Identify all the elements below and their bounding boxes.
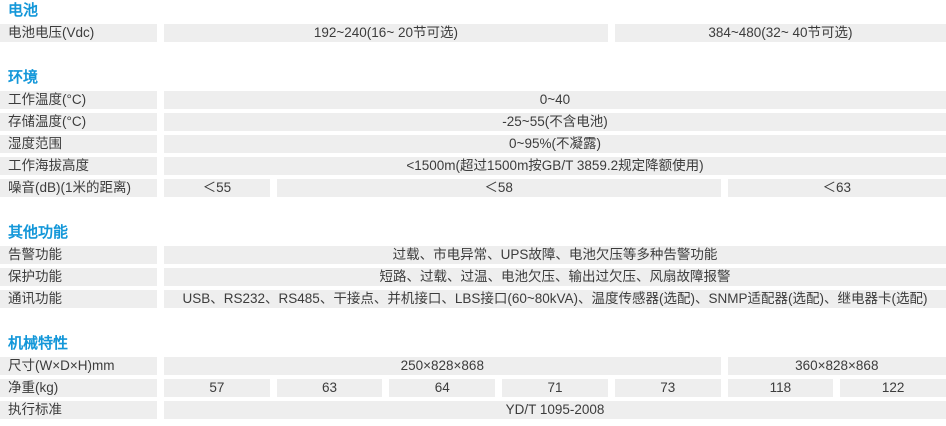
spec-value-cell: 0~40 — [164, 91, 946, 109]
spec-value-cell: 71 — [502, 379, 608, 397]
spec-value-cell: 384~480(32~ 40节可选) — [614, 24, 946, 42]
spec-value-cell: ＜63 — [727, 179, 946, 197]
spec-table: 电池电压(Vdc) 192~240(16~ 20节可选) 384~480(32~ 4… — [0, 24, 946, 42]
row-label: 存储温度(°C) — [0, 113, 157, 131]
spec-value-cell: 192~240(16~ 20节可选) — [164, 24, 608, 42]
spec-table: 尺寸(W×D×H)mm 250×828×868 360×828×868 净重(kg) 5… — [0, 357, 946, 419]
spec-value-cell: 57 — [164, 379, 270, 397]
row-label: 通讯功能 — [0, 290, 157, 308]
row-label: 保护功能 — [0, 268, 157, 286]
section-title: 环境 — [8, 69, 39, 86]
spec-table: 工作温度(°C) 0~40 存储温度(°C) -25~55(不含电池) 湿度范围 0~95… — [0, 91, 946, 197]
row-label: 工作温度(°C) — [0, 91, 157, 109]
spec-value-cell: 过载、市电异常、UPS故障、电池欠压等多种告警功能 — [164, 246, 946, 264]
spec-value-cell: <1500m(超过1500m按GB/T 3859.2规定降额使用) — [164, 157, 946, 175]
row-label: 电池电压(Vdc) — [0, 24, 157, 42]
row-label: 噪音(dB)(1米的距离) — [0, 179, 157, 197]
spec-value-cell: 短路、过载、过温、电池欠压、输出过欠压、风扇故障报警 — [164, 268, 946, 286]
spec-value-cell: -25~55(不含电池) — [164, 113, 946, 131]
spec-table: 告警功能 过载、市电异常、UPS故障、电池欠压等多种告警功能 保护功能 短路、过载、过… — [0, 246, 946, 308]
row-label: 告警功能 — [0, 246, 157, 264]
spec-value-cell: 250×828×868 — [164, 357, 721, 375]
spec-value-cell: 73 — [614, 379, 721, 397]
spec-section: 环境工作温度(°C) 0~40 存储温度(°C) -25~55(不含电池) 湿度范围 0~… — [0, 69, 946, 197]
row-label: 执行标准 — [0, 401, 157, 419]
spec-value-cell: 118 — [727, 379, 834, 397]
spec-section: 电池电池电压(Vdc) 192~240(16~ 20节可选) 384~480(32~… — [0, 2, 946, 42]
section-title: 机械特性 — [8, 335, 69, 352]
spec-value-cell: 64 — [389, 379, 496, 397]
section-title: 其他功能 — [8, 224, 69, 241]
spec-value-cell: YD/T 1095-2008 — [164, 401, 946, 419]
spec-value-cell: 360×828×868 — [727, 357, 946, 375]
row-label: 湿度范围 — [0, 135, 157, 153]
spec-section: 机械特性尺寸(W×D×H)mm 250×828×868 360×828×868 净重(… — [0, 335, 946, 419]
spec-value-cell: USB、RS232、RS485、干接点、并机接口、LBS接口(60~80kVA)… — [164, 290, 946, 308]
section-title: 电池 — [8, 2, 39, 19]
spec-value-cell: ＜58 — [276, 179, 721, 197]
row-label: 工作海拔高度 — [0, 157, 157, 175]
row-label: 尺寸(W×D×H)mm — [0, 357, 157, 375]
spec-value-cell: 0~95%(不凝露) — [164, 135, 946, 153]
spec-section: 其他功能告警功能 过载、市电异常、UPS故障、电池欠压等多种告警功能 保护功能 短路、… — [0, 224, 946, 308]
row-label: 净重(kg) — [0, 379, 157, 397]
spec-value-cell: 63 — [276, 379, 383, 397]
ups-spec-sheet: 电池电池电压(Vdc) 192~240(16~ 20节可选) 384~480(32~… — [0, 2, 946, 419]
spec-value-cell: ＜55 — [164, 179, 270, 197]
spec-value-cell: 122 — [840, 379, 946, 397]
